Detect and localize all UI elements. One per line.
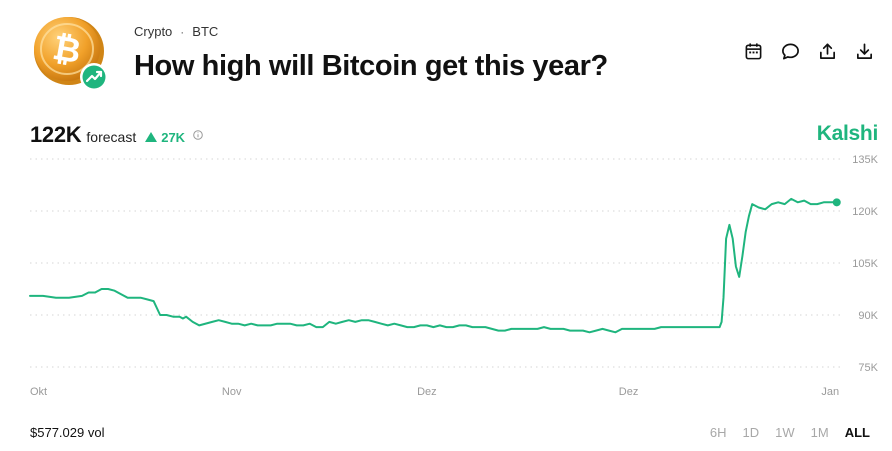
range-all[interactable]: ALL	[844, 425, 870, 440]
line-chart: 135K 120K 105K 90K 75K Okt Nov Dez Dez Jan	[29, 154, 879, 398]
y-tick-label: 120K	[852, 206, 878, 218]
breadcrumb-category[interactable]: Crypto	[134, 24, 173, 39]
calendar-icon[interactable]	[744, 42, 763, 61]
forecast-change-value: 27K	[161, 129, 186, 145]
volume-label: $577.029 vol	[30, 425, 105, 440]
x-tick-label: Jan	[821, 386, 839, 398]
y-tick-label: 75K	[858, 362, 878, 374]
speech-bubble-icon[interactable]	[781, 42, 800, 61]
download-icon[interactable]	[855, 42, 874, 61]
forecast-summary: 122K forecast 27K	[30, 122, 203, 148]
forecast-label: forecast	[86, 129, 137, 145]
x-tick-label: Dez	[417, 386, 437, 398]
range-1w[interactable]: 1W	[775, 425, 795, 440]
y-tick-label: 90K	[858, 310, 878, 322]
y-tick-label: 135K	[852, 154, 878, 166]
x-tick-label: Okt	[30, 386, 47, 398]
chart-footer: $577.029 vol 6H 1D 1W 1M ALL	[0, 420, 892, 446]
range-6h[interactable]: 6H	[709, 425, 727, 440]
kalshi-logo: Kalshi	[816, 122, 879, 145]
arrow-up-icon	[145, 132, 158, 142]
y-tick-label: 105K	[852, 258, 878, 270]
page-title: How high will Bitcoin get this year?	[134, 50, 608, 82]
bitcoin-coin-icon: ₿	[34, 17, 108, 91]
range-1d[interactable]: 1D	[742, 425, 760, 440]
forecast-value: 122K	[30, 122, 82, 147]
x-tick-label: Dez	[619, 386, 639, 398]
breadcrumb-subcategory[interactable]: BTC	[192, 24, 219, 39]
market-header: ₿ Crypto · BTC How high will Bitcoin get…	[0, 0, 892, 110]
series-endpoint	[832, 198, 841, 207]
action-bar	[744, 42, 874, 61]
trending-up-icon	[80, 63, 108, 91]
x-tick-label: Nov	[222, 386, 242, 398]
info-icon[interactable]	[193, 130, 203, 140]
breadcrumb: Crypto · BTC	[134, 24, 218, 39]
svg-text:₿: ₿	[50, 28, 84, 72]
range-1m[interactable]: 1M	[810, 425, 829, 440]
series-line[interactable]	[29, 197, 838, 334]
time-range-selector: 6H 1D 1W 1M ALL	[710, 425, 870, 440]
forecast-chart: 135K 120K 105K 90K 75K Okt Nov Dez Dez Jan	[0, 150, 892, 405]
forecast-change: 27K	[145, 130, 185, 145]
share-upload-icon[interactable]	[818, 42, 837, 61]
breadcrumb-separator: ·	[180, 24, 185, 39]
